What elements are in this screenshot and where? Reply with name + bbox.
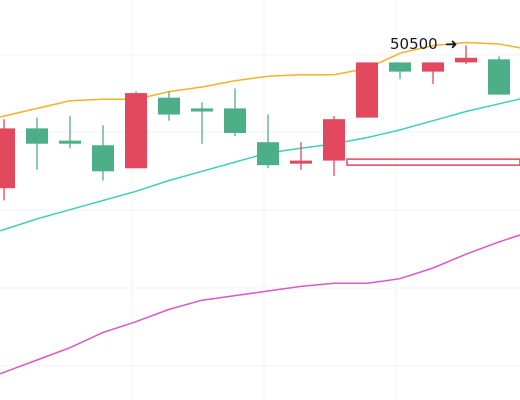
candle-body [290, 160, 312, 164]
candle [323, 116, 345, 176]
candle [290, 142, 312, 170]
annotation-price-label: 50500 [390, 35, 438, 53]
candle-body [92, 145, 114, 172]
candle-body [125, 93, 147, 169]
candle [92, 125, 114, 181]
horizontal-marker [346, 158, 520, 166]
candle [59, 116, 81, 149]
candle [257, 114, 279, 169]
candle [191, 102, 213, 144]
lower-line [0, 234, 520, 375]
candle [125, 91, 147, 169]
upper-band-line [0, 41, 520, 118]
candle [158, 91, 180, 121]
candle-body [158, 97, 180, 115]
candle-body [488, 59, 510, 95]
candle [0, 119, 15, 201]
candle-body [59, 140, 81, 144]
annotation-arrow-icon: ➜ [445, 35, 458, 53]
candle [389, 62, 411, 80]
candle-body [26, 128, 48, 144]
indicator-lines [0, 41, 520, 375]
candle-body [422, 62, 444, 72]
candles [0, 45, 510, 201]
candle [26, 117, 48, 170]
candle-body [224, 108, 246, 133]
candle-body [191, 108, 213, 112]
candle [356, 62, 378, 118]
candle [422, 62, 444, 84]
candle-body [389, 62, 411, 72]
candle-body [455, 57, 477, 63]
candle [224, 88, 246, 137]
candle [488, 56, 510, 95]
candle-body [257, 142, 279, 166]
candle-body [356, 62, 378, 118]
candle [455, 45, 477, 64]
price-annotation: 50500 ➜ [390, 35, 458, 53]
candle-body [323, 119, 345, 161]
candle-body [0, 128, 15, 189]
marker-rectangle [346, 158, 520, 166]
